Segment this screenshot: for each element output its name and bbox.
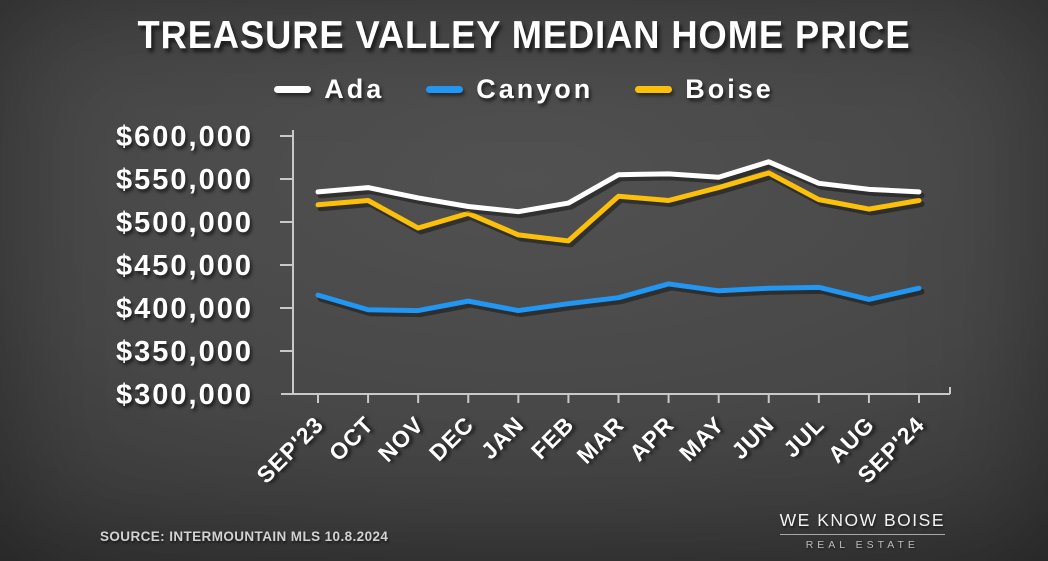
x-axis-label: FEB bbox=[526, 411, 579, 464]
boise-line bbox=[315, 170, 922, 244]
legend-item-boise: Boise bbox=[635, 74, 774, 105]
y-axis-label: $450,000 bbox=[116, 250, 253, 282]
x-axis-label: JUN bbox=[726, 411, 779, 464]
boise-line-shadow bbox=[317, 173, 925, 248]
x-axis-label: JAN bbox=[476, 411, 529, 464]
logo-name: WE KNOW BOISE bbox=[779, 510, 945, 530]
source-note: SOURCE: INTERMOUNTAIN MLS 10.8.2024 bbox=[100, 529, 389, 544]
boise-legend-label: Boise bbox=[685, 74, 774, 104]
x-axis-label: OCT bbox=[324, 411, 379, 466]
x-axis-label: NOV bbox=[373, 411, 429, 467]
legend: Ada Canyon Boise bbox=[0, 74, 1048, 105]
x-axis-label: MAY bbox=[674, 411, 729, 466]
y-axis-label: $300,000 bbox=[116, 379, 253, 411]
x-axis-label: DEC bbox=[424, 411, 479, 466]
legend-item-canyon: Canyon bbox=[426, 74, 593, 105]
boise-legend-swatch bbox=[635, 86, 673, 93]
ada-line-shadow bbox=[317, 162, 925, 219]
logo-divider bbox=[779, 534, 945, 535]
legend-item-ada: Ada bbox=[274, 74, 384, 105]
canyon-legend-label: Canyon bbox=[476, 74, 594, 104]
brand-logo: WE KNOW BOISE REAL ESTATE bbox=[779, 510, 945, 551]
y-axis-label: $500,000 bbox=[116, 207, 253, 239]
canyon-line bbox=[315, 281, 922, 314]
y-axis-label: $600,000 bbox=[116, 121, 253, 153]
x-axis-label: APR bbox=[624, 411, 679, 466]
x-axis-label: MAR bbox=[571, 411, 629, 469]
ada-line bbox=[315, 159, 922, 215]
y-axis-label: $350,000 bbox=[116, 336, 253, 368]
logo-tagline: REAL ESTATE bbox=[805, 539, 919, 551]
canyon-line-shadow bbox=[317, 284, 925, 318]
chart-title: TREASURE VALLEY MEDIAN HOME PRICE bbox=[137, 14, 911, 57]
x-axis-label: JUL bbox=[778, 411, 829, 462]
y-axis-label: $400,000 bbox=[116, 293, 253, 325]
axes bbox=[281, 130, 951, 395]
ada-legend-label: Ada bbox=[324, 74, 385, 104]
y-axis-label: $550,000 bbox=[116, 164, 253, 196]
canyon-legend-swatch bbox=[426, 86, 464, 93]
x-axis-label: SEP'23 bbox=[251, 411, 328, 488]
ada-legend-swatch bbox=[274, 86, 312, 93]
